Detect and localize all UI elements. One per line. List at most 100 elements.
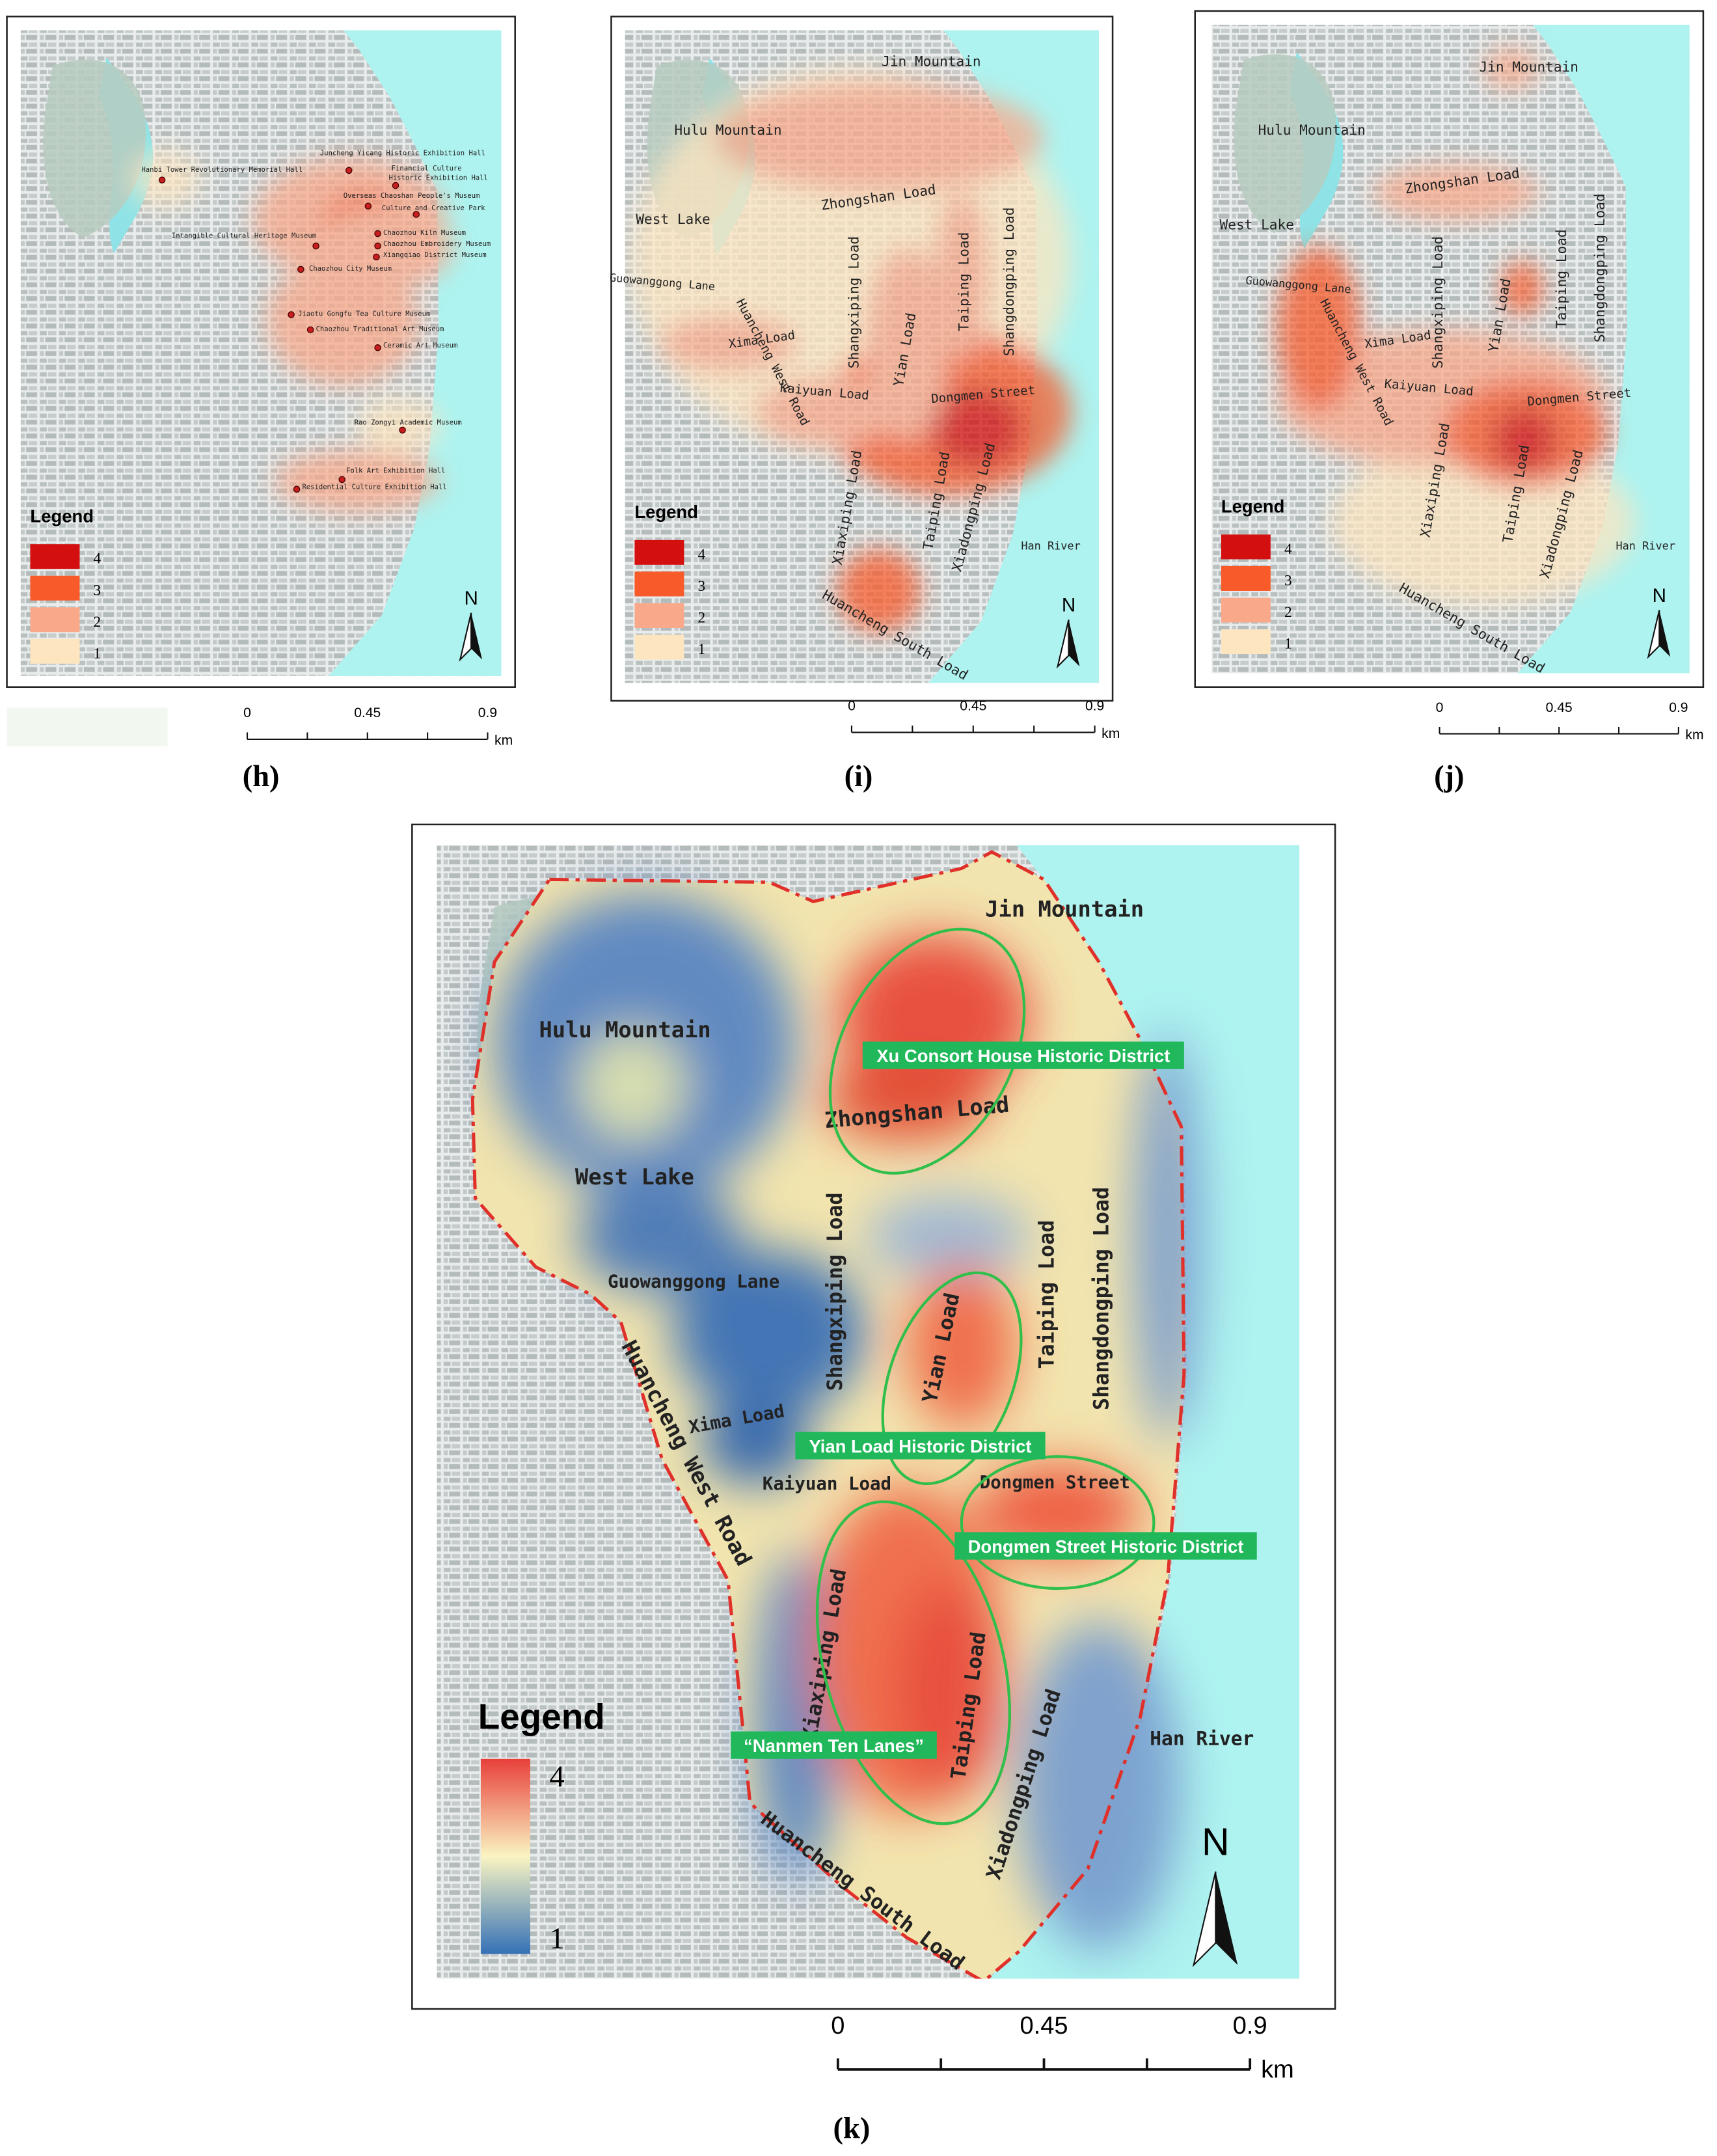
legend-label: 2 [697,610,705,627]
district-label: Dongmen Street Historic District [968,1536,1244,1557]
heat-blob [1016,1621,1182,1952]
legend-swatch [1221,629,1271,655]
place-label: Shangxiping Load [1429,236,1446,368]
legend-title: Legend [30,506,94,526]
museum-point [312,242,319,250]
north-label: N [464,588,478,609]
place-label: Jiaotu Gongfu Tea Culture Museum [298,310,430,318]
heat [130,151,453,512]
museum-point [364,202,372,210]
heat-blob [837,549,921,633]
place-label: Folk Art Exhibition Hall [346,467,445,474]
heat-blob [1501,261,1543,316]
legend-label: 4 [697,546,705,563]
museum-point [158,176,166,184]
north-label: N [1202,1820,1230,1864]
north-arrow [1215,1871,1238,1965]
heat [1277,48,1635,605]
place-label: Hulu Mountain [674,122,781,138]
scale-label: 0.9 [1085,699,1104,714]
place-label: Residential Culture Exhibition Hall [302,484,446,491]
scale-label: 0 [1436,700,1444,715]
place-label: Jin Mountain [985,896,1144,921]
hulu-mountain [43,59,146,238]
museum-point [374,242,381,250]
heat-blob [267,261,419,385]
legend-title: Legend [478,1696,605,1736]
place-label: Culture and Creative Park [382,204,485,212]
place-label: Hulu Mountain [539,1017,710,1043]
legend-label: 4 [94,551,101,567]
place-label: Taiping Load [1035,1220,1059,1369]
place-label: Shangxiping Load [846,236,862,368]
museum-point [374,344,381,351]
museum-point [293,485,301,493]
place-label: Jin Mountain [882,53,981,69]
blank-area [7,707,168,746]
legend-gradient [480,1758,530,1954]
heat-blob [934,192,990,357]
place-label: Juncheng Yicang Historic Exhibition Hall [320,150,485,157]
place-label: Han River [1616,539,1675,553]
place-label: Guowanggong Lane [608,1272,779,1292]
heat-blob [1490,405,1560,474]
heat-blob [865,1195,1031,1278]
place-label: Taiping Load [955,232,971,332]
museum-point [392,182,399,189]
heat-blob [865,247,948,440]
panel-caption: (h) [243,760,280,793]
place-label: Shangxiping Load [824,1192,847,1391]
district-label-box [795,1432,1046,1460]
place-label: Historic Exhibition Hall [388,174,487,182]
heat-blob [906,1264,1017,1429]
scale-unit: km [494,733,513,748]
heat-blob [1133,1030,1202,1443]
north-arrow [1659,610,1671,657]
legend-swatch [30,607,80,633]
museum-point [306,326,314,334]
scale-label: 0.45 [1546,700,1573,715]
legend-swatch [30,544,80,569]
place-label: West Lake [1220,217,1294,233]
district-label-box [731,1731,937,1759]
heat-blob [1277,247,1360,413]
legend-label: 1 [1284,636,1292,653]
scale-label: 0 [848,699,856,714]
legend-label: 3 [1284,573,1292,590]
museum-point [374,230,381,238]
north-label: N [1653,585,1666,607]
map [20,30,502,676]
legend-label: 2 [1284,604,1292,621]
museum-point [345,167,353,174]
heat-blob [659,316,797,372]
panel-caption: (i) [845,760,873,793]
district-outline [881,1271,1023,1486]
museum-point [288,311,295,318]
place-label: Hulu Mountain [1258,122,1366,138]
panel-caption: (k) [833,2112,871,2146]
legend-label: 1 [94,645,101,662]
legend-swatch [1221,566,1271,591]
museum-point [338,476,345,484]
place-label: West Lake [636,211,710,227]
scale-label: 0.9 [1233,2012,1267,2040]
museum-point [373,253,380,261]
heat-blob [700,1401,811,1484]
scale-label: 0.9 [1669,700,1688,715]
district-outline [815,1500,1011,1825]
north-arrow [471,612,483,660]
hulu-mountain [1234,54,1336,234]
north-label: N [1062,595,1075,616]
river [989,845,1300,1979]
legend-swatch [30,638,80,664]
place-label: Chaozhou City Museum [309,265,392,273]
place-label: Xiangqiao District Museum [383,251,487,259]
district-label: “Nanmen Ten Lanes” [744,1736,924,1756]
place-label: Hanbi Tower Revolutionary Memorial Hall [141,166,303,174]
heat-blob [316,206,453,289]
scale-label: 0.45 [1020,2012,1068,2040]
district-label-box [954,1532,1257,1560]
place-label: West Lake [575,1164,694,1190]
place-label: Jin Mountain [1480,59,1579,75]
district-label: Yian Load Historic District [809,1436,1032,1456]
